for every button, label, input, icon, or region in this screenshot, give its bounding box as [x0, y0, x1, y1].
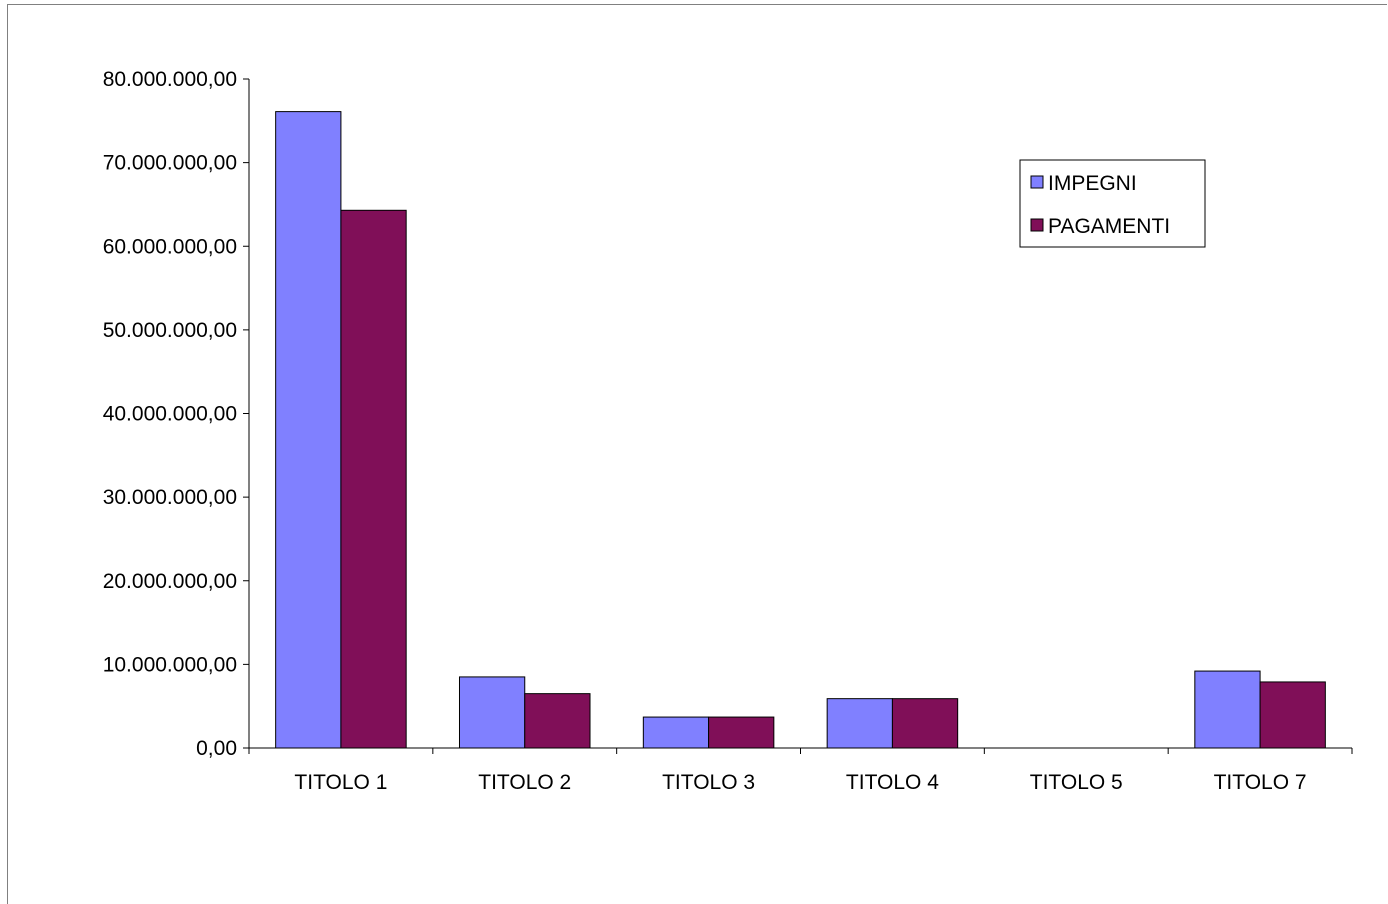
bar-pagamenti-titolo-3: [708, 716, 775, 749]
y-axis: 0,00 10.000.000,00 20.000.000,00 30.000.000…: [103, 68, 250, 760]
legend-label-impegni: IMPEGNI: [1048, 172, 1137, 195]
y-tick-label: 50.000.000,00: [103, 319, 237, 342]
y-tick-label: 80.000.000,00: [103, 68, 237, 91]
bar-impegni-titolo-4: [826, 698, 893, 749]
x-tick-label: TITOLO 3: [662, 771, 755, 794]
y-tick-label: 60.000.000,00: [103, 235, 237, 258]
x-tick-label: TITOLO 4: [846, 771, 939, 794]
bar-pagamenti-titolo-4: [891, 698, 959, 749]
y-tick-label: 30.000.000,00: [103, 486, 237, 509]
x-axis: TITOLO 1 TITOLO 2 TITOLO 3 TITOLO 4 TITOLO 5…: [248, 747, 1353, 794]
x-tick-label: TITOLO 5: [1030, 771, 1123, 794]
bar-impegni-titolo-3: [642, 716, 710, 749]
bar-pagamenti-titolo-2: [524, 693, 591, 749]
x-tick-label: TITOLO 1: [294, 771, 387, 794]
legend-swatch-pagamenti: [1030, 218, 1044, 232]
bar-impegni-titolo-1: [275, 111, 342, 749]
y-tick-label: 40.000.000,00: [103, 403, 237, 426]
chart-frame: [7, 4, 1387, 904]
bar-pagamenti-titolo-7: [1259, 681, 1326, 749]
bar-impegni-titolo-2: [458, 676, 526, 749]
legend-swatch-impegni: [1030, 175, 1044, 189]
y-tick-label: 0,00: [196, 737, 237, 760]
y-tick-label: 20.000.000,00: [103, 570, 237, 593]
bar-pagamenti-titolo-1: [340, 209, 407, 749]
legend-box: [1019, 159, 1206, 248]
bars: [275, 111, 1326, 749]
y-tick-label: 70.000.000,00: [103, 152, 237, 175]
legend: IMPEGNI PAGAMENTI: [1019, 159, 1206, 248]
x-tick-label: TITOLO 2: [478, 771, 571, 794]
bar-impegni-titolo-7: [1194, 670, 1261, 749]
x-tick-label: TITOLO 7: [1214, 771, 1307, 794]
y-tick-label: 10.000.000,00: [103, 653, 237, 676]
legend-label-pagamenti: PAGAMENTI: [1048, 215, 1170, 238]
